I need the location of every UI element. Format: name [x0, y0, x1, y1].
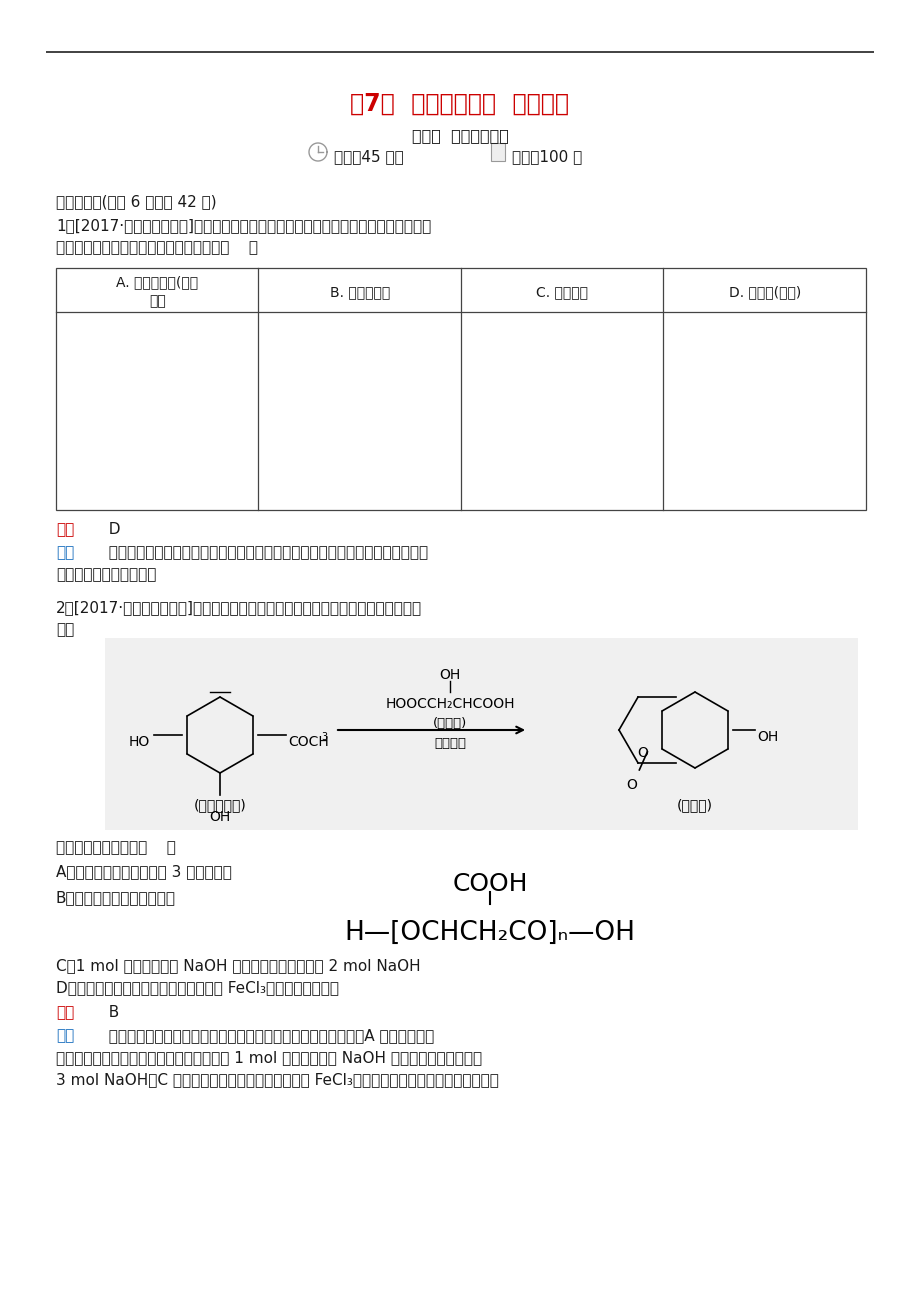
- Text: 答案: 答案: [56, 522, 74, 536]
- Text: (雷琐苯乙酮): (雷琐苯乙酮): [193, 798, 246, 812]
- Text: 下列说法中正确的是（    ）: 下列说法中正确的是（ ）: [56, 840, 176, 855]
- Text: (伞形酮): (伞形酮): [676, 798, 712, 812]
- Text: D: D: [99, 522, 120, 536]
- Text: HOOCCH₂CHCOOH: HOOCCH₂CHCOOH: [385, 697, 515, 711]
- Text: B: B: [99, 1005, 119, 1019]
- Text: 2．[2017·北京房山区一模]已知伞形酮可用雷琐苯乙酮和苹果酸在一定条件下反应制: 2．[2017·北京房山区一模]已知伞形酮可用雷琐苯乙酮和苹果酸在一定条件下反应…: [56, 600, 422, 615]
- Text: A．一分子雷琐苯乙酮含有 3 个碳碳双键: A．一分子雷琐苯乙酮含有 3 个碳碳双键: [56, 865, 232, 879]
- Text: H—[OCHCH₂CO]ₙ—OH: H—[OCHCH₂CO]ₙ—OH: [344, 921, 635, 947]
- Text: OH: OH: [210, 810, 231, 824]
- Bar: [105, 638, 857, 829]
- Bar: [60, 316, 255, 506]
- Text: C．1 mol 伞形酮与足量 NaOH 溶液反应，最多可消耗 2 mol NaOH: C．1 mol 伞形酮与足量 NaOH 溶液反应，最多可消耗 2 mol NaO…: [56, 958, 420, 973]
- Text: D. 航天服(涤纶): D. 航天服(涤纶): [728, 285, 800, 299]
- Text: HO: HO: [129, 736, 150, 749]
- Text: 材料的主要成分是有机高分子化合物的是（    ）: 材料的主要成分是有机高分子化合物的是（ ）: [56, 240, 257, 255]
- Bar: [667, 316, 861, 506]
- Text: A. 曾侯乙编钟(青铜: A. 曾侯乙编钟(青铜: [116, 275, 199, 289]
- Text: 满分：100 分: 满分：100 分: [512, 150, 582, 164]
- Text: 一、选择题(每题 6 分，共 42 分): 一、选择题(每题 6 分，共 42 分): [56, 194, 216, 210]
- Text: 解析: 解析: [56, 1029, 74, 1043]
- Text: (苹果酸): (苹果酸): [433, 717, 467, 730]
- Text: 第7节  高分子化合物  有机合成: 第7节 高分子化合物 有机合成: [350, 92, 569, 116]
- Text: 解析: 解析: [56, 546, 74, 560]
- Text: 板块三  限时规范特训: 板块三 限时规范特训: [411, 128, 508, 143]
- Text: 青铜器是合金，景德镇瓷器是陶瓷，钢化玻璃的主要成分是无机硅酸盐材料，涤: 青铜器是合金，景德镇瓷器是陶瓷，钢化玻璃的主要成分是无机硅酸盐材料，涤: [99, 546, 427, 560]
- Text: B. 景德镇瓷器: B. 景德镇瓷器: [329, 285, 390, 299]
- Text: O: O: [625, 777, 636, 792]
- Text: 分子中含有酚羟基形成的酯基和酚羟基，则 1 mol 伞形酮与足量 NaOH 溶液反应，最多可消耗: 分子中含有酚羟基形成的酯基和酚羟基，则 1 mol 伞形酮与足量 NaOH 溶液…: [56, 1049, 482, 1065]
- Text: 苯环中不存在碳碳双键，故雷琐苯乙酮分子中不含有碳碳双键，A 错误；伞形酮: 苯环中不存在碳碳双键，故雷琐苯乙酮分子中不含有碳碳双键，A 错误；伞形酮: [99, 1029, 434, 1043]
- Bar: [491, 143, 505, 161]
- Bar: [262, 316, 457, 506]
- Text: B．苹果酸的一种缩聚产物是: B．苹果酸的一种缩聚产物是: [56, 891, 176, 905]
- Text: OH: OH: [439, 668, 460, 682]
- Text: 3 mol NaOH，C 错误；雷琐苯乙酮、伞形酮都能跟 FeCl₃溶液发生显色反应，但苹果酸中不存: 3 mol NaOH，C 错误；雷琐苯乙酮、伞形酮都能跟 FeCl₃溶液发生显色…: [56, 1072, 498, 1087]
- Text: O: O: [637, 746, 648, 760]
- Bar: [56, 268, 865, 510]
- Text: D．雷琐苯乙酮、苹果酸、伞形酮都能跟 FeCl₃溶液发生显色反应: D．雷琐苯乙酮、苹果酸、伞形酮都能跟 FeCl₃溶液发生显色反应: [56, 980, 338, 995]
- Text: 纶是有机高分子化合物。: 纶是有机高分子化合物。: [56, 566, 156, 582]
- Text: COCH: COCH: [288, 736, 328, 749]
- Text: 3: 3: [321, 732, 327, 742]
- Text: OH: OH: [756, 730, 777, 743]
- Text: 答案: 答案: [56, 1005, 74, 1019]
- Text: 时间：45 分钟: 时间：45 分钟: [334, 150, 403, 164]
- Text: 一定条件: 一定条件: [434, 737, 466, 750]
- Text: 器）: 器）: [149, 294, 165, 309]
- Text: 1．[2017·北京东城区期末]材料是人类赖以生存和发展的重要物质基础。下列物品所用: 1．[2017·北京东城区期末]材料是人类赖以生存和发展的重要物质基础。下列物品…: [56, 217, 431, 233]
- Bar: [464, 316, 659, 506]
- Text: C. 钢化玻璃: C. 钢化玻璃: [536, 285, 587, 299]
- Text: COOH: COOH: [452, 872, 528, 896]
- Text: 得。: 得。: [56, 622, 74, 637]
